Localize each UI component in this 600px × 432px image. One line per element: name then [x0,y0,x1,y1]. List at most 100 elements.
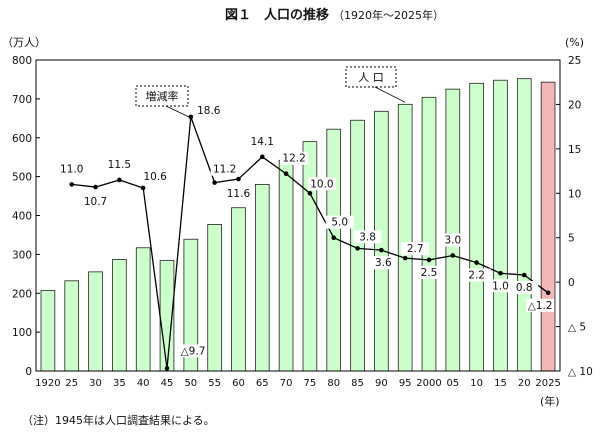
left-tick-label: 300 [12,249,32,261]
growth-rate-point [212,180,217,185]
population-bars [40,78,556,372]
left-tick-label: 0 [25,366,32,378]
data-label-bg [526,298,555,312]
right-tick-label: 5 [568,233,575,245]
data-label-bg [510,281,539,295]
data-label-bg [179,344,207,358]
growth-rate-label: 2.2 [468,270,485,282]
x-tick-label: 20 [518,378,531,389]
population-bar [278,159,294,372]
population-bar [516,78,532,372]
population-bar [421,96,437,372]
population-bar [397,103,413,372]
data-label-bg [194,103,223,117]
left-tick-label: 700 [12,94,32,106]
growth-rate-label: 11.6 [227,188,251,200]
right-tick-label: 0 [568,277,575,289]
x-tick-label: 25 [65,378,78,389]
x-tick-label: 95 [399,378,412,389]
growth-rate-point [236,176,241,182]
growth-rate-label: 3.6 [375,257,392,269]
data-label-bg [81,195,110,209]
x-tick-label: 05 [446,378,459,389]
data-label-bg [415,265,443,279]
growth-rate-label: 10.7 [84,196,107,208]
growth-rate-point [259,154,265,160]
growth-rate-label: △9.7 [181,345,206,357]
x-tick-label: 40 [137,378,150,389]
data-label-bg [307,177,336,191]
data-label-bg [438,233,467,247]
growth-rate-point [521,272,527,278]
growth-rate-point [498,270,503,276]
data-label-bg [353,230,382,244]
data-label-bg [486,279,515,293]
growth-rate-point [379,247,384,253]
left-tick-label: 200 [12,288,32,300]
data-label-bg [401,242,430,256]
right-tick-label: △ 10 [568,366,593,378]
x-tick-label: 45 [161,378,174,389]
x-tick-label: 90 [375,378,388,389]
x-tick-label: 75 [304,378,317,389]
growth-rate-point [450,253,456,258]
growth-rate-label: 5.0 [331,217,348,229]
data-label-bg [141,169,170,183]
left-tick-label: 100 [12,327,32,339]
population-bar [231,207,246,372]
population-bar [88,271,103,372]
right-axis-unit: (%) [565,36,584,49]
growth-rate-label: 3.8 [359,231,376,243]
right-tick-label: 10 [568,188,581,200]
population-bar [302,141,318,372]
growth-rate-point [117,177,122,183]
growth-rate-label: △1.2 [528,300,553,312]
growth-rate-line: 11.0 10.7 11.5 10.6 △9.7 18.6 11.2 11.6 14.1 12.2… [57,103,555,371]
data-label-bg [325,215,354,229]
growth-rate-point [331,235,337,241]
x-tick-label: 60 [232,378,245,389]
x-tick-label: 55 [208,378,221,389]
x-tick-label: 70 [280,378,293,389]
population-bar [254,183,270,372]
growth-rate-label: 0.8 [516,282,533,294]
population-bar [207,224,222,372]
growth-rate-point [545,290,551,296]
population-bar [112,259,127,372]
growth-rate-label: 11.5 [108,159,131,171]
chart-title-range: （1920年〜2025年） [333,8,444,22]
left-tick-label: 400 [12,211,32,223]
x-tick-label: 35 [113,378,126,389]
population-bar [40,290,56,372]
population-bar [326,128,342,372]
population-bar [135,247,151,372]
growth-rate-label: 10.0 [310,178,333,190]
left-tick-label: 500 [12,172,32,184]
growth-rate-point [402,255,408,261]
population-bar [469,82,484,372]
x-tick-label: 15 [494,378,507,389]
growth-rate-label: 2.5 [421,267,438,279]
x-axis-unit: (年) [540,394,560,408]
growth-rate-point [93,184,98,190]
population-callout-leader [374,86,406,103]
population-bar [540,81,556,372]
data-label-bg [224,187,253,201]
chart-title: 図１ 人口の推移 [225,7,329,23]
growth-rate-point [474,260,479,265]
x-tick-label: 80 [327,378,340,389]
x-tick-label: 2025 [535,378,560,389]
growth-rate-point [283,171,289,177]
left-axis-unit: （万人） [2,36,46,49]
growth-rate-label: 14.1 [251,136,274,148]
growth-rate-point [140,185,146,191]
right-tick-label: 15 [568,144,581,156]
axes [35,59,561,372]
growth-rate-label: 11.2 [213,164,236,176]
left-tick-label: 600 [12,133,32,145]
x-tick-label: 30 [89,378,102,389]
population-bar [445,88,461,372]
growth-rate-callout-label: 増減率 [146,89,179,103]
right-tick-label: △ 5 [568,322,586,334]
